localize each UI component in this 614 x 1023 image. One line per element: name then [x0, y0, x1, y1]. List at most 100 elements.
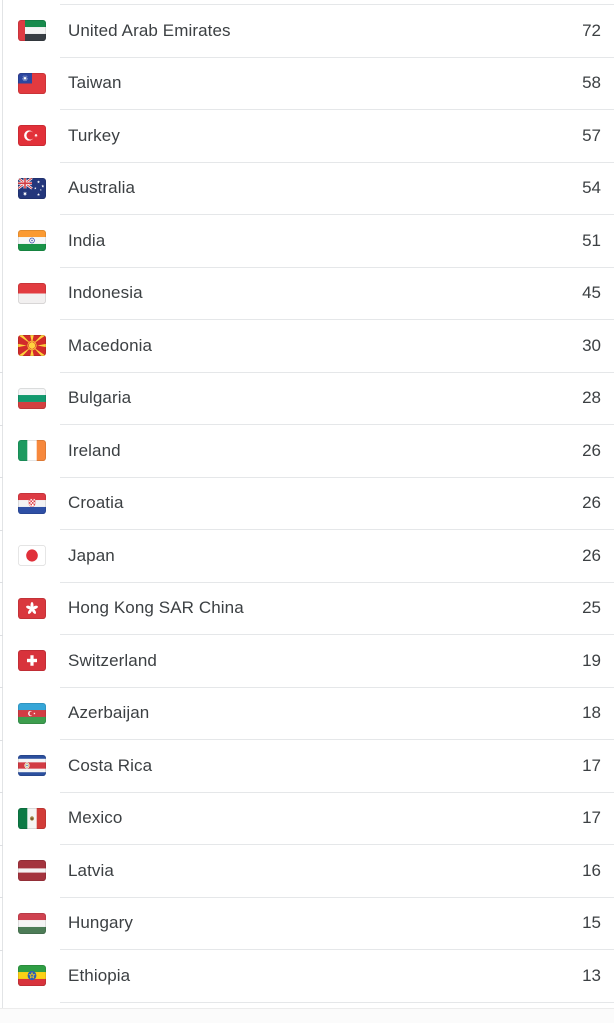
adjacent-panel-divider-tick: [0, 897, 3, 898]
country-name: United Arab Emirates: [68, 20, 231, 40]
country-value: 17: [582, 755, 601, 775]
country-name: Taiwan: [68, 73, 122, 93]
row-divider: [60, 476, 614, 478]
bg-flag-icon: [18, 387, 46, 409]
country-value: 19: [582, 650, 601, 670]
country-name: Switzerland: [68, 650, 157, 670]
country-value: 58: [582, 73, 601, 93]
row-divider: [60, 739, 614, 740]
country-row[interactable]: Latvia 16: [0, 845, 614, 897]
country-value: 72: [582, 20, 601, 40]
country-value: 15: [582, 913, 601, 933]
mx-flag-icon: [18, 807, 46, 829]
row-divider: [60, 161, 614, 163]
row-divider: [60, 109, 614, 110]
az-flag-icon: [18, 702, 46, 724]
country-value: 45: [582, 283, 601, 303]
country-name: Costa Rica: [68, 755, 153, 775]
country-name: Hungary: [68, 913, 133, 933]
row-divider: [60, 371, 614, 373]
et-flag-icon: [18, 965, 46, 987]
adjacent-panel-divider-tick: [0, 845, 3, 846]
country-row[interactable]: Indonesia 45: [0, 268, 614, 320]
country-name: Azerbaijan: [68, 703, 150, 723]
country-row[interactable]: Switzerland 19: [0, 635, 614, 687]
country-name: Bulgaria: [68, 388, 132, 408]
country-row[interactable]: Azerbaijan 18: [0, 688, 614, 740]
panel-bottom-line: [0, 1008, 614, 1009]
adjacent-panel-divider-tick: [0, 425, 3, 426]
country-row[interactable]: Mexico 17: [0, 793, 614, 845]
row-divider: [60, 56, 614, 58]
hu-flag-icon: [18, 912, 46, 934]
country-value: 51: [582, 230, 601, 250]
country-row[interactable]: India 51: [0, 215, 614, 267]
adjacent-panel-divider-tick: [0, 530, 3, 531]
country-value: 57: [582, 125, 601, 145]
adjacent-panel-divider-tick: [0, 477, 3, 478]
row-divider: [60, 214, 614, 215]
row-divider: [60, 844, 614, 845]
country-value: 16: [582, 860, 601, 880]
country-list: United Arab Emirates 72 Taiwan 58 Turkey 57 Au…: [0, 4, 614, 1003]
row-divider: [60, 581, 614, 583]
country-row[interactable]: Australia 54: [0, 163, 614, 215]
country-value: 26: [582, 440, 601, 460]
page-background-strip: [0, 1009, 614, 1023]
country-name: Latvia: [68, 860, 114, 880]
country-row[interactable]: Costa Rica 17: [0, 740, 614, 792]
country-row[interactable]: Macedonia 30: [0, 320, 614, 372]
row-divider: [60, 1001, 614, 1003]
row-divider: [60, 529, 614, 530]
country-name: Turkey: [68, 125, 120, 145]
country-row[interactable]: Turkey 57: [0, 110, 614, 162]
adjacent-panel-divider-tick: [0, 635, 3, 636]
country-row[interactable]: Taiwan 58: [0, 58, 614, 110]
in-flag-icon: [18, 230, 46, 252]
adjacent-panel-divider-tick: [0, 792, 3, 793]
mk-flag-icon: [18, 335, 46, 357]
ae-flag-icon: [18, 20, 46, 42]
country-row[interactable]: Ethiopia 13: [0, 950, 614, 1002]
country-value: 25: [582, 598, 601, 618]
country-name: India: [68, 230, 106, 250]
country-value: 30: [582, 335, 601, 355]
country-name: Ireland: [68, 440, 121, 460]
country-name: Macedonia: [68, 335, 153, 355]
country-row[interactable]: Ireland 26: [0, 425, 614, 477]
row-divider: [60, 266, 614, 268]
country-value: 54: [582, 178, 601, 198]
country-row[interactable]: Japan 26: [0, 530, 614, 582]
row-divider: [60, 896, 614, 898]
country-row[interactable]: Hong Kong SAR China 25: [0, 583, 614, 635]
row-divider: [60, 686, 614, 688]
adjacent-panel-divider-tick: [0, 950, 3, 951]
country-name: Ethiopia: [68, 965, 131, 985]
adjacent-panel-divider-tick: [0, 687, 3, 688]
adjacent-panel-divider-tick: [0, 740, 3, 741]
country-value: 28: [582, 388, 601, 408]
left-panel-border: [2, 0, 3, 1008]
hr-flag-icon: [18, 492, 46, 514]
country-name: Indonesia: [68, 283, 143, 303]
country-value: 17: [582, 808, 601, 828]
row-divider: [60, 424, 614, 425]
country-row[interactable]: United Arab Emirates 72: [0, 5, 614, 57]
country-row[interactable]: Croatia 26: [0, 478, 614, 530]
tw-flag-icon: [18, 72, 46, 94]
row-divider: [60, 791, 614, 793]
au-flag-icon: [18, 177, 46, 199]
hk-flag-icon: [18, 597, 46, 619]
country-value: 18: [582, 703, 601, 723]
country-name: Croatia: [68, 493, 124, 513]
adjacent-panel-divider-tick: [0, 372, 3, 373]
country-row[interactable]: Bulgaria 28: [0, 373, 614, 425]
country-value: 26: [582, 545, 601, 565]
cr-flag-icon: [18, 755, 46, 777]
jp-flag-icon: [18, 545, 46, 567]
country-row[interactable]: Hungary 15: [0, 898, 614, 950]
ie-flag-icon: [18, 440, 46, 462]
ch-flag-icon: [18, 650, 46, 672]
country-name: Mexico: [68, 808, 123, 828]
lv-flag-icon: [18, 860, 46, 882]
